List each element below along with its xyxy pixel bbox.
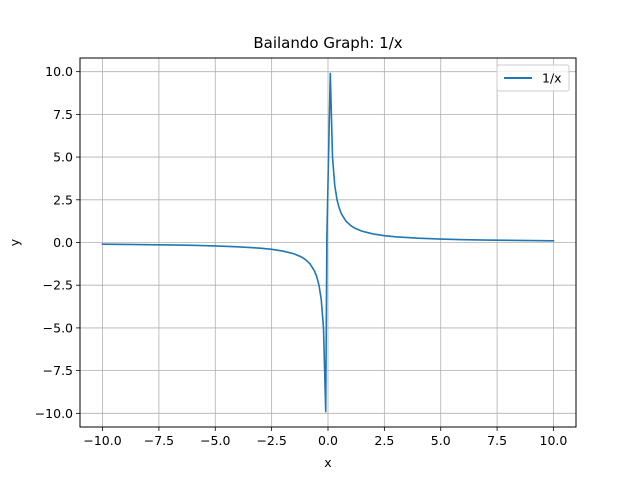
y-tick-label: 0.0: [53, 235, 73, 250]
axis-ticks: −10.0 −7.5 −5.0 −2.5 0.0 2.5 5.0 7.5 10.0 −10.0 −7…: [35, 64, 568, 448]
y-tick-label: 2.5: [53, 192, 73, 207]
x-tick-label: 10.0: [540, 433, 568, 448]
x-tick-label: −5.0: [200, 433, 230, 448]
x-tick-label: 2.5: [374, 433, 394, 448]
series-line-1-over-x: [101, 72, 555, 413]
y-tick-label: −5.0: [43, 320, 73, 335]
legend-label-1-over-x: 1/x: [542, 71, 562, 86]
x-tick-label: −7.5: [144, 433, 174, 448]
series-layer: [101, 72, 555, 413]
y-tick-label: −2.5: [43, 278, 73, 293]
x-tick-label: 7.5: [487, 433, 507, 448]
legend: 1/x: [496, 64, 570, 92]
y-tick-label: 5.0: [53, 150, 73, 165]
y-tick-label: −7.5: [43, 363, 73, 378]
y-axis-label: y: [7, 238, 22, 246]
x-tick-label: 0.0: [318, 433, 338, 448]
y-tick-label: 7.5: [53, 107, 73, 122]
x-tick-label: −10.0: [83, 433, 121, 448]
chart-title: Bailando Graph: 1/x: [253, 34, 402, 52]
y-tick-label: 10.0: [45, 64, 73, 79]
x-tick-label: 5.0: [431, 433, 451, 448]
legend-box: [496, 64, 570, 92]
x-axis-label: x: [324, 455, 331, 470]
x-tick-label: −2.5: [256, 433, 286, 448]
y-tick-label: −10.0: [35, 406, 73, 421]
